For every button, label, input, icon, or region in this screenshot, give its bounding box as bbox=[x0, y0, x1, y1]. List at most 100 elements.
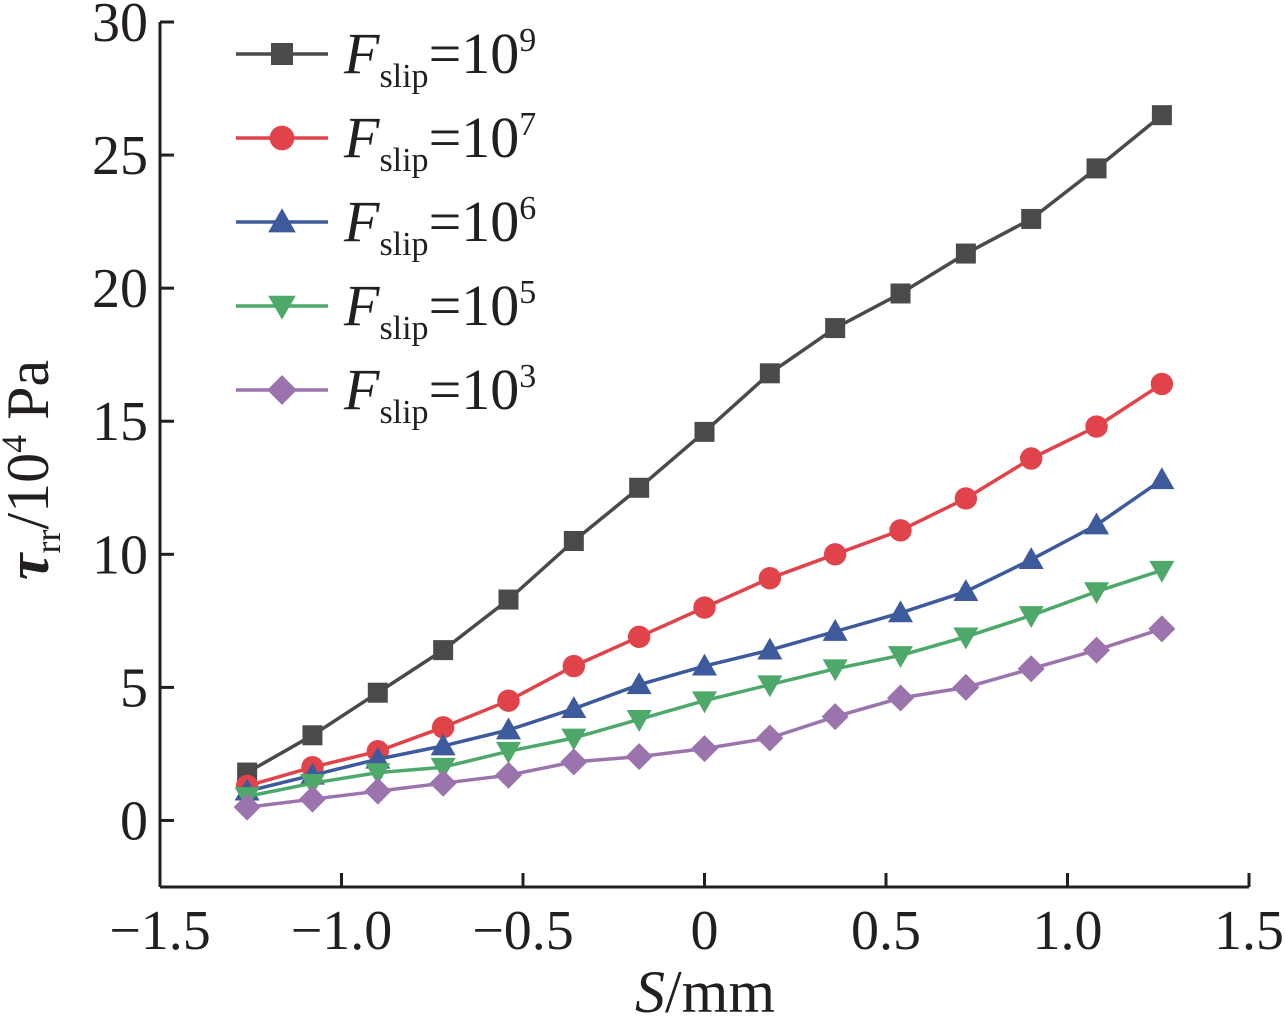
data-point-circle bbox=[1019, 447, 1043, 470]
series-triangle-up bbox=[234, 467, 1175, 801]
y-tick-label: 20 bbox=[92, 258, 148, 320]
y-axis-var: τ bbox=[0, 551, 61, 580]
data-point-triangle-down bbox=[1084, 582, 1110, 605]
x-tick-label: 0.5 bbox=[851, 900, 921, 962]
x-tick-label: −0.5 bbox=[472, 900, 574, 962]
x-tick-label: −1.5 bbox=[109, 900, 211, 962]
data-point-square bbox=[759, 363, 780, 384]
legend-item: Fslip=103 bbox=[236, 357, 536, 431]
data-point-circle bbox=[889, 519, 912, 542]
data-point-circle bbox=[1085, 415, 1108, 438]
series-line bbox=[246, 382, 1163, 788]
legend-item: Fslip=109 bbox=[236, 21, 536, 95]
data-point-triangle-up bbox=[1149, 467, 1175, 490]
data-point-diamond bbox=[1017, 655, 1045, 683]
x-axis-var: S bbox=[635, 959, 665, 1021]
legend-sub: slip bbox=[379, 394, 428, 431]
data-point-triangle-down bbox=[953, 627, 979, 650]
data-point-circle bbox=[954, 487, 978, 510]
data-point-triangle-up bbox=[757, 637, 783, 660]
data-point-triangle-up bbox=[888, 600, 914, 623]
data-point-circle bbox=[693, 596, 716, 619]
data-point-square bbox=[890, 283, 911, 304]
data-point-diamond bbox=[1083, 636, 1111, 664]
data-point-triangle-up bbox=[365, 746, 391, 769]
legend-var: F bbox=[343, 273, 380, 338]
legend-sup: 9 bbox=[519, 22, 536, 59]
legend-item: Fslip=106 bbox=[236, 189, 536, 263]
x-tick-label: −1.0 bbox=[291, 900, 393, 962]
legend: Fslip=109Fslip=107Fslip=106Fslip=105Fsli… bbox=[236, 21, 536, 431]
series-square bbox=[237, 105, 1172, 783]
legend-var: F bbox=[343, 357, 380, 422]
legend-eq: =10 bbox=[429, 273, 520, 338]
data-point-diamond bbox=[625, 743, 653, 771]
legend-var: F bbox=[343, 189, 380, 254]
series-triangle-down bbox=[234, 560, 1175, 810]
data-point-triangle-down bbox=[299, 773, 325, 796]
data-point-triangle-down bbox=[1018, 606, 1044, 629]
y-tick-label: 5 bbox=[120, 657, 148, 719]
tick-labels: −1.5 −1.0 −0.5 0 0.5 1.0 1.5 0 5 10 15 20 25 30 bbox=[92, 0, 1284, 962]
data-point-square bbox=[498, 589, 519, 610]
data-point-square bbox=[367, 682, 388, 703]
data-point-circle bbox=[823, 543, 847, 566]
data-point-circle bbox=[431, 716, 455, 739]
legend-label: Fslip=105 bbox=[343, 273, 536, 347]
data-point-triangle-up bbox=[1018, 547, 1044, 570]
data-point-triangle-down bbox=[822, 659, 848, 682]
series-lines bbox=[233, 105, 1176, 821]
data-point-triangle-up bbox=[1084, 512, 1110, 535]
legend-eq: =10 bbox=[429, 357, 520, 422]
y-axis-sub: rr bbox=[28, 530, 68, 554]
data-point-square bbox=[694, 421, 715, 442]
data-point-square bbox=[955, 243, 976, 264]
y-axis-title: τrr/104 Pa bbox=[0, 360, 68, 580]
legend-label: Fslip=103 bbox=[343, 357, 536, 431]
data-point-triangle-up bbox=[692, 653, 717, 676]
legend-sub: slip bbox=[379, 142, 428, 179]
y-tick-label: 25 bbox=[92, 125, 148, 187]
axes bbox=[158, 20, 1251, 889]
legend-eq: =10 bbox=[429, 189, 520, 254]
data-point-square bbox=[302, 725, 323, 746]
y-axis-unit-post: Pa bbox=[0, 360, 61, 435]
data-point-circle bbox=[1150, 372, 1174, 396]
x-tick-label: 0 bbox=[691, 900, 719, 962]
data-point-triangle-down bbox=[495, 741, 521, 764]
data-point-diamond bbox=[429, 769, 457, 797]
legend-sub: slip bbox=[379, 310, 428, 347]
legend-sub: slip bbox=[379, 226, 428, 263]
data-point-square bbox=[433, 640, 454, 661]
legend-label: Fslip=107 bbox=[343, 105, 536, 179]
y-axis-unit-pre: /10 bbox=[0, 453, 61, 530]
data-point-triangle-down bbox=[757, 675, 783, 698]
data-point-diamond bbox=[1148, 615, 1176, 643]
data-point-circle bbox=[627, 625, 651, 649]
legend-sup: 7 bbox=[519, 106, 536, 143]
data-point-circle bbox=[497, 689, 520, 712]
legend-sup: 5 bbox=[519, 274, 536, 311]
data-point-triangle-down bbox=[430, 757, 456, 780]
legend-item: Fslip=107 bbox=[236, 105, 536, 179]
data-point-diamond bbox=[494, 761, 522, 789]
x-axis-unit: /mm bbox=[665, 959, 775, 1021]
data-point-triangle-down bbox=[561, 728, 587, 751]
data-point-diamond bbox=[560, 748, 588, 776]
x-axis-title: S/mm bbox=[635, 959, 775, 1021]
legend-var: F bbox=[343, 105, 380, 170]
y-tick-label: 10 bbox=[92, 524, 148, 586]
legend-eq: =10 bbox=[429, 105, 520, 170]
data-point-diamond bbox=[364, 777, 392, 805]
data-point-triangle-down bbox=[1149, 560, 1175, 583]
data-point-triangle-down bbox=[268, 295, 296, 320]
data-point-diamond bbox=[887, 684, 915, 712]
y-axis-unit-sup: 4 bbox=[0, 435, 34, 453]
data-point-square bbox=[825, 318, 846, 339]
data-point-diamond bbox=[233, 793, 261, 821]
data-point-diamond bbox=[952, 673, 980, 701]
data-point-circle bbox=[269, 125, 295, 151]
data-point-triangle-up bbox=[953, 579, 979, 601]
data-point-square bbox=[629, 477, 650, 498]
x-tick-label: 1.5 bbox=[1214, 900, 1284, 962]
